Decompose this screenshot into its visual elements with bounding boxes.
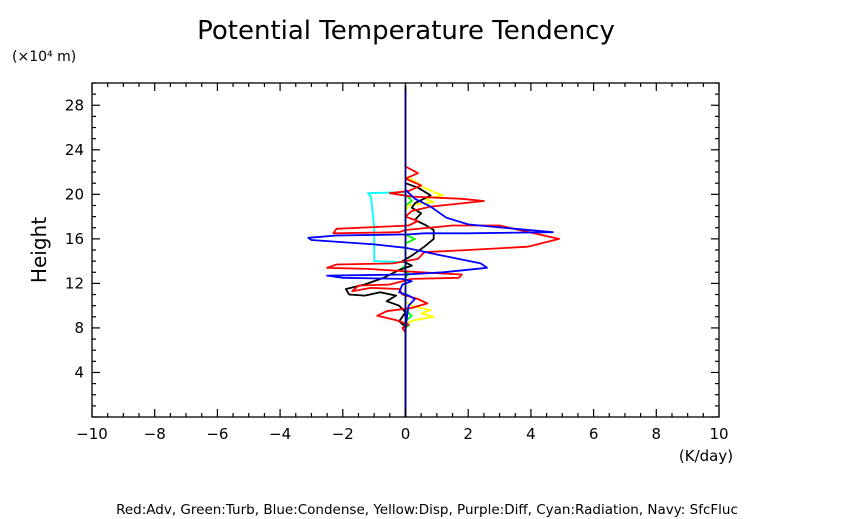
x-tick-label: −4	[269, 425, 291, 443]
series-line-4	[326, 88, 560, 417]
x-tick-label: −10	[76, 425, 108, 443]
y-tick-label: 28	[65, 96, 84, 114]
x-tick-label: 4	[526, 425, 536, 443]
y-axis-label: Height	[27, 217, 51, 283]
x-tick-label: 6	[589, 425, 599, 443]
y-tick-label: 8	[74, 319, 84, 337]
x-tick-label: −6	[206, 425, 228, 443]
x-tick-label: 8	[652, 425, 662, 443]
legend-footer: Red:Adv, Green:Turb, Blue:Condense, Yell…	[116, 502, 738, 518]
series-line-5	[307, 189, 554, 417]
y-tick-label: 4	[74, 363, 84, 381]
y-tick-label: 20	[65, 185, 84, 203]
x-tick-label: −8	[144, 425, 166, 443]
x-tick-label: −2	[332, 425, 354, 443]
chart-title: Potential Temperature Tendency	[197, 16, 615, 46]
x-tick-label: 0	[401, 425, 411, 443]
y-tick-label: 24	[65, 141, 84, 159]
y-unit-label: (×10⁴ m)	[12, 49, 76, 65]
x-tick-label: 10	[709, 425, 728, 443]
y-tick-label: 12	[65, 274, 84, 292]
y-tick-label: 16	[65, 230, 84, 248]
series-line-0	[404, 175, 445, 325]
x-unit-label: (K/day)	[679, 447, 733, 465]
x-tick-label: 2	[463, 425, 473, 443]
